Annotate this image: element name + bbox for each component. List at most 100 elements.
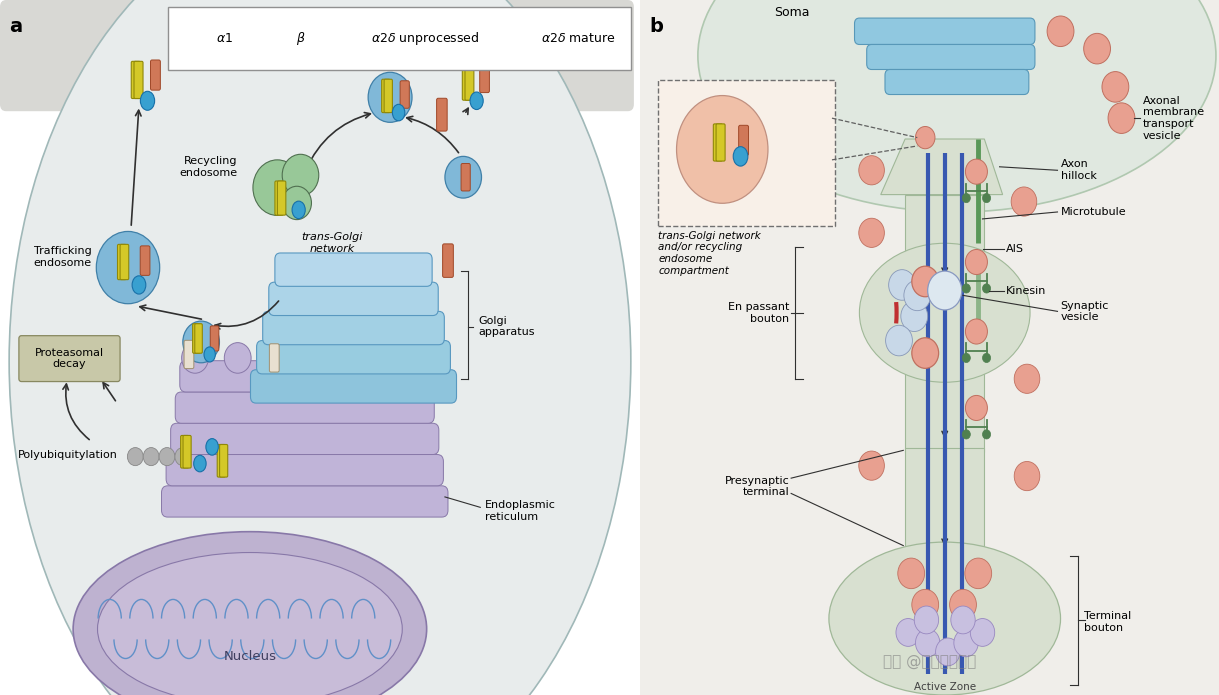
Circle shape [1084, 33, 1111, 64]
Circle shape [901, 301, 928, 332]
Text: trans-Golgi
network: trans-Golgi network [301, 232, 363, 254]
FancyBboxPatch shape [640, 0, 1219, 695]
Ellipse shape [677, 96, 768, 204]
Ellipse shape [140, 91, 155, 111]
Circle shape [885, 325, 912, 356]
Circle shape [267, 343, 294, 373]
Ellipse shape [393, 104, 405, 121]
Text: $\alpha$2$\delta$ mature: $\alpha$2$\delta$ mature [541, 32, 616, 44]
Circle shape [962, 193, 970, 203]
Text: Microtubule: Microtubule [1061, 207, 1126, 217]
Circle shape [904, 280, 931, 311]
Text: $\beta$: $\beta$ [295, 30, 305, 47]
Circle shape [254, 160, 302, 215]
Text: $\alpha$2$\delta$ unprocessed: $\alpha$2$\delta$ unprocessed [371, 30, 479, 47]
FancyBboxPatch shape [278, 181, 285, 215]
FancyBboxPatch shape [867, 44, 1035, 70]
Ellipse shape [132, 276, 146, 294]
Text: $\alpha$1: $\alpha$1 [217, 32, 233, 44]
Circle shape [912, 338, 939, 368]
Text: Axon
hillock: Axon hillock [1061, 159, 1096, 181]
Ellipse shape [471, 92, 483, 110]
Circle shape [1047, 16, 1074, 47]
Circle shape [965, 159, 987, 184]
Circle shape [445, 156, 482, 198]
FancyBboxPatch shape [167, 7, 631, 70]
Circle shape [1014, 364, 1040, 393]
FancyBboxPatch shape [713, 124, 723, 161]
FancyBboxPatch shape [180, 436, 189, 468]
Text: En passant
bouton: En passant bouton [728, 302, 790, 324]
FancyBboxPatch shape [274, 253, 432, 286]
Text: Active Zone: Active Zone [914, 682, 975, 692]
Text: Soma: Soma [774, 6, 811, 19]
FancyBboxPatch shape [382, 79, 390, 113]
Circle shape [983, 284, 991, 293]
Circle shape [936, 638, 961, 666]
Circle shape [96, 231, 160, 304]
Circle shape [283, 186, 312, 220]
FancyBboxPatch shape [195, 324, 202, 353]
Text: Terminal
bouton: Terminal bouton [1084, 611, 1131, 633]
Text: Proteasomal
decay: Proteasomal decay [35, 348, 104, 370]
Circle shape [368, 72, 412, 122]
Ellipse shape [734, 147, 748, 166]
Circle shape [889, 270, 915, 300]
FancyBboxPatch shape [134, 61, 143, 99]
FancyBboxPatch shape [275, 181, 283, 215]
Circle shape [183, 321, 219, 363]
FancyBboxPatch shape [176, 392, 434, 423]
Circle shape [965, 319, 987, 344]
Circle shape [176, 448, 190, 466]
FancyBboxPatch shape [210, 326, 219, 351]
Ellipse shape [98, 553, 402, 695]
FancyBboxPatch shape [855, 18, 1035, 44]
Circle shape [983, 430, 991, 439]
Ellipse shape [293, 201, 305, 219]
Circle shape [896, 619, 920, 646]
Circle shape [962, 284, 970, 293]
FancyBboxPatch shape [256, 341, 451, 374]
Circle shape [144, 448, 158, 466]
Circle shape [915, 126, 935, 149]
Circle shape [1014, 461, 1040, 491]
FancyBboxPatch shape [351, 24, 362, 52]
Text: trans-Golgi network
and/or recycling
endosome
compartment: trans-Golgi network and/or recycling end… [658, 231, 761, 275]
Circle shape [914, 606, 939, 634]
Circle shape [953, 629, 979, 657]
FancyBboxPatch shape [269, 344, 279, 372]
FancyBboxPatch shape [219, 445, 228, 477]
Text: a: a [9, 17, 22, 36]
Circle shape [160, 448, 176, 466]
Circle shape [915, 629, 940, 657]
Circle shape [282, 154, 318, 196]
Circle shape [912, 589, 939, 620]
Text: AIS: AIS [1006, 244, 1024, 254]
Circle shape [962, 353, 970, 363]
Circle shape [127, 448, 144, 466]
FancyBboxPatch shape [161, 486, 449, 517]
Ellipse shape [73, 532, 427, 695]
FancyBboxPatch shape [464, 64, 474, 100]
Circle shape [858, 156, 885, 185]
FancyBboxPatch shape [461, 163, 471, 191]
Polygon shape [880, 139, 1003, 195]
Ellipse shape [9, 0, 631, 695]
FancyBboxPatch shape [18, 336, 119, 382]
Ellipse shape [859, 243, 1030, 382]
FancyBboxPatch shape [480, 63, 489, 92]
Circle shape [950, 589, 976, 620]
FancyBboxPatch shape [384, 79, 393, 113]
Circle shape [182, 343, 208, 373]
Ellipse shape [829, 542, 1061, 695]
Circle shape [983, 353, 991, 363]
FancyBboxPatch shape [0, 0, 634, 111]
Circle shape [965, 250, 987, 275]
Circle shape [858, 218, 885, 247]
FancyBboxPatch shape [150, 60, 161, 90]
FancyBboxPatch shape [189, 21, 197, 56]
FancyBboxPatch shape [171, 423, 439, 455]
FancyBboxPatch shape [166, 455, 444, 486]
Ellipse shape [204, 347, 216, 362]
FancyBboxPatch shape [436, 98, 447, 131]
